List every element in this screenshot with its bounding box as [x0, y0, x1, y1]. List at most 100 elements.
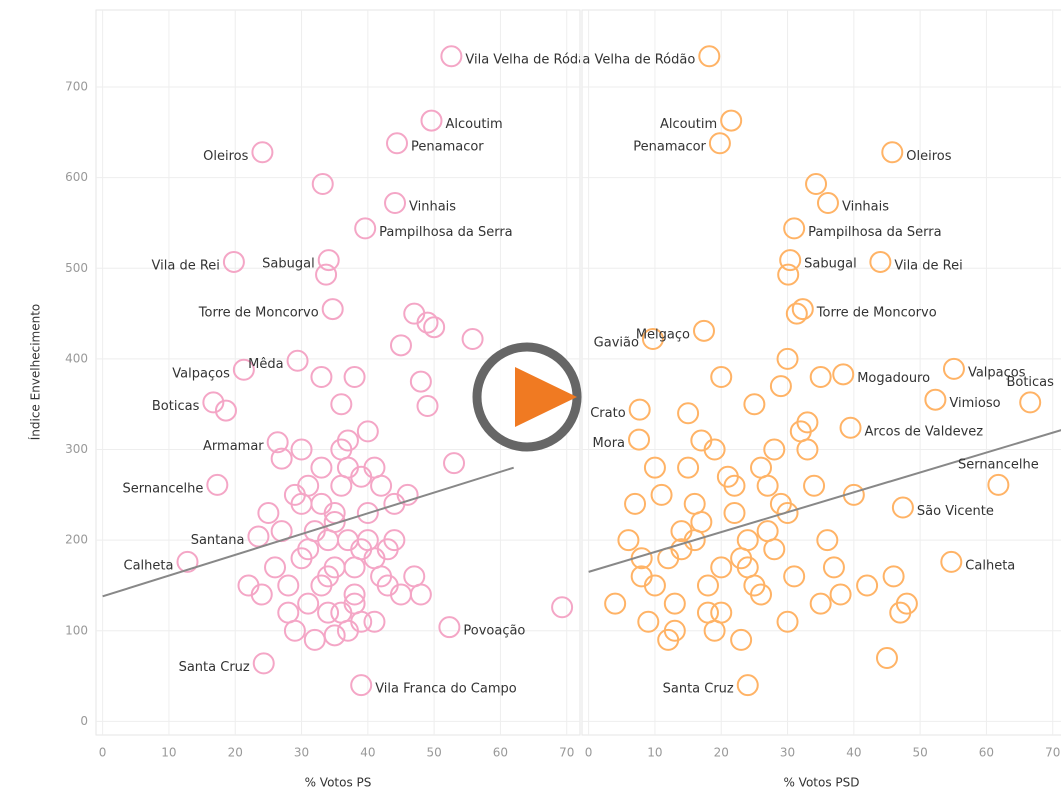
point: [416, 395, 439, 418]
point: [423, 316, 446, 339]
point-label: Vinhais: [409, 200, 456, 215]
point: [237, 574, 260, 597]
point: [776, 347, 799, 370]
point-label: Torre de Moncorvo: [198, 306, 319, 321]
point: [692, 319, 715, 342]
point: [214, 399, 237, 422]
x-tick-label: 60: [979, 746, 994, 760]
point: [720, 109, 743, 132]
point: [311, 173, 334, 195]
point: [875, 646, 898, 669]
point: [438, 616, 461, 639]
point: [403, 565, 426, 588]
point: [176, 550, 199, 573]
point: [222, 250, 245, 273]
point: [723, 501, 746, 524]
point: [363, 456, 386, 479]
point: [1019, 391, 1042, 414]
point: [785, 302, 808, 325]
x-tick-label: 60: [493, 746, 508, 760]
point: [696, 574, 719, 597]
point-label: Pampilhosa da Serra: [379, 225, 512, 240]
point: [310, 574, 333, 597]
point-label: São Vicente: [917, 504, 994, 519]
point-label: Mêda: [248, 357, 283, 372]
point: [710, 601, 733, 624]
point-label: Vila de Rei: [894, 258, 962, 273]
point: [403, 302, 426, 325]
point: [617, 529, 640, 552]
y-tick-label: 400: [65, 351, 88, 365]
point: [251, 141, 274, 164]
point-label: Valpaços: [172, 366, 230, 381]
point: [310, 456, 333, 479]
point: [708, 132, 731, 155]
point-label: Sabugal: [804, 257, 857, 272]
point: [736, 674, 759, 697]
y-tick-label: 500: [65, 261, 88, 275]
x-tick-label: 0: [99, 746, 107, 760]
point: [356, 501, 379, 524]
y-axis-title: Índice Envelhecimento: [28, 304, 43, 441]
point: [323, 624, 346, 647]
point: [363, 610, 386, 633]
x-tick-label: 70: [1045, 746, 1060, 760]
play-icon[interactable]: [515, 367, 577, 427]
point: [657, 547, 680, 570]
point: [409, 370, 432, 393]
point: [942, 357, 965, 380]
x-tick-label: 40: [360, 746, 375, 760]
point-label: Valpaços: [968, 365, 1026, 380]
panel-frame: [95, 9, 581, 736]
point: [409, 583, 432, 606]
point-label: Santa Cruz: [663, 682, 734, 697]
point: [690, 511, 713, 534]
point: [791, 298, 814, 321]
point: [816, 192, 839, 215]
point: [756, 520, 779, 543]
point: [783, 217, 806, 240]
point: [624, 492, 647, 515]
point-label: Arcos de Valdevez: [865, 424, 984, 439]
point: [315, 263, 338, 286]
point: [698, 45, 721, 68]
point: [604, 592, 627, 615]
point-label: Armamar: [203, 439, 264, 454]
point: [809, 366, 832, 389]
play-button[interactable]: [472, 342, 582, 452]
point-label: Penamacor: [633, 140, 706, 155]
point: [777, 263, 800, 286]
point: [350, 674, 373, 697]
point: [677, 456, 700, 479]
point: [310, 366, 333, 389]
point-label: Calheta: [124, 558, 174, 573]
point-label: Vila de Rei: [152, 258, 220, 273]
x-tick-label: 40: [846, 746, 861, 760]
point-label: Santa Cruz: [179, 660, 250, 675]
point: [283, 619, 306, 642]
point: [297, 592, 320, 615]
point: [247, 525, 270, 548]
point: [637, 610, 660, 633]
point: [264, 556, 287, 579]
plot-layer: Vila Velha de Ródão Alcoutim Penamacor Olei…: [65, 10, 1061, 790]
point: [354, 217, 377, 240]
point: [551, 596, 574, 619]
trend-line: [588, 429, 1061, 573]
point: [750, 456, 773, 479]
point: [336, 429, 359, 452]
x-tick-label: 50: [426, 746, 441, 760]
point: [277, 601, 300, 624]
point: [940, 550, 963, 573]
point: [297, 474, 320, 497]
point-label: Mogadouro: [857, 371, 930, 386]
point: [663, 592, 686, 615]
point: [690, 429, 713, 452]
point: [303, 628, 326, 651]
y-tick-label: 700: [65, 80, 88, 94]
point: [856, 574, 879, 597]
point: [336, 456, 359, 479]
point: [670, 520, 693, 543]
x-tick-label: 20: [228, 746, 243, 760]
